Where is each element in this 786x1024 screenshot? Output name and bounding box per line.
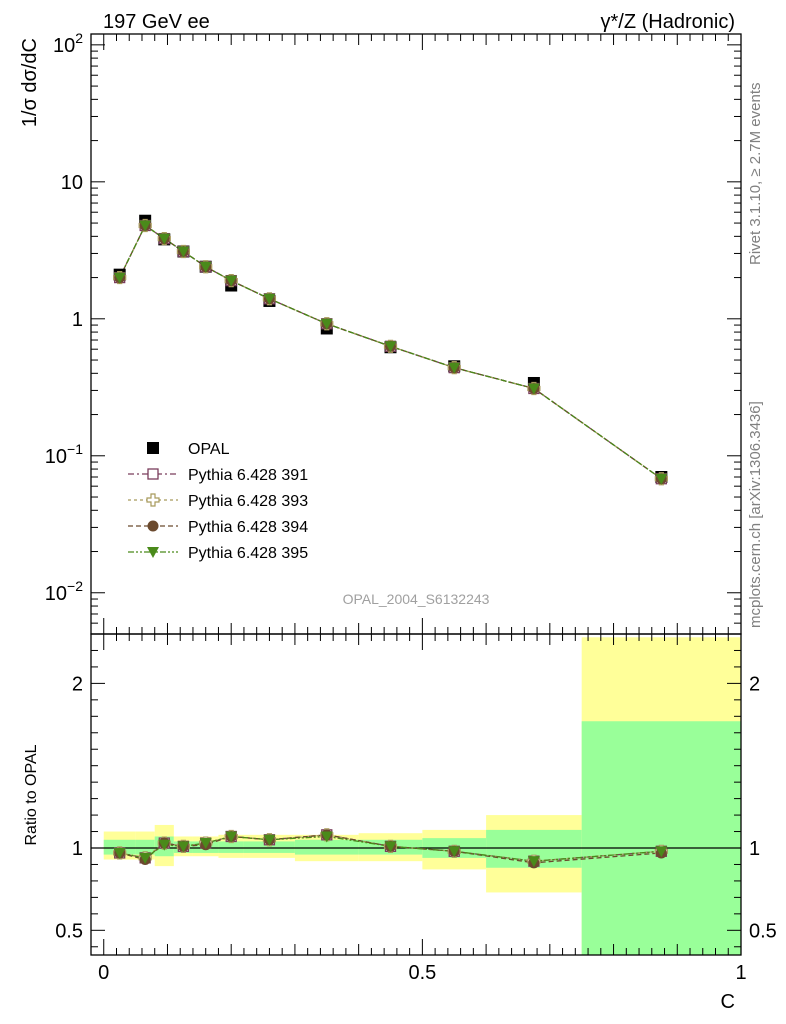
ratio-point-p395	[320, 831, 333, 843]
ratio-point-p395	[655, 846, 668, 858]
ratio-ylabel: Ratio to OPAL	[23, 744, 40, 845]
point-p395	[158, 233, 171, 245]
ratio-point-p395	[199, 838, 212, 850]
ratio-panel: 0 0.5 10.5 0.51 12 2	[55, 633, 777, 984]
ratio-y-tick-label: 1	[72, 838, 83, 860]
mcplots-label: mcplots.cern.ch [arXiv:1306.3436]	[747, 401, 764, 628]
main-panel: 10−2 10−1 1 10 102	[45, 30, 742, 635]
ratio-band-inner	[243, 841, 295, 853]
y-tick-label: 10	[61, 172, 83, 194]
ratio-point-p395	[177, 841, 190, 853]
point-p395	[263, 293, 276, 305]
legend: OPAL Pythia 6.428 391 Pythia 6.428 393 Pyth…	[128, 441, 308, 562]
ratio-point-p395	[225, 831, 238, 843]
point-p395	[199, 261, 212, 273]
ratio-point-p395	[448, 846, 461, 858]
rivet-version-label: Rivet 3.1.10, ≥ 2.7M events	[747, 83, 764, 266]
point-p395	[448, 362, 461, 374]
legend-marker-data	[147, 442, 159, 454]
ratio-band-inner	[294, 839, 359, 855]
ratio-point-p395	[158, 839, 171, 851]
y-tick-label: 102	[53, 30, 83, 57]
ratio-y-tick-label: 2	[72, 673, 83, 695]
ratio-point-p395	[113, 847, 126, 859]
main-ylabel: 1/σ dσ/dC	[19, 38, 41, 127]
main-frame	[90, 33, 742, 635]
ratio-y-tick-label-right: 2	[749, 673, 760, 695]
point-p395	[225, 275, 238, 287]
x-tick-label: 1	[735, 962, 746, 984]
ratio-frame	[90, 633, 742, 956]
ratio-band-inner	[581, 721, 741, 955]
legend-marker-p391	[147, 468, 159, 480]
ratio-point-p395	[263, 834, 276, 846]
y-tick-label: 1	[72, 309, 83, 331]
legend-marker-p393	[146, 493, 160, 507]
ratio-point-p395	[527, 856, 540, 868]
legend-marker-p395	[147, 547, 159, 558]
ratio-y-tick-label-right: 0.5	[749, 920, 777, 942]
ratio-band-inner	[218, 841, 244, 853]
header-left-label: 197 GeV ee	[103, 11, 210, 33]
legend-marker-p394	[147, 520, 159, 532]
legend-label: Pythia 6.428 393	[188, 493, 308, 510]
analysis-id-label: OPAL_2004_S6132243	[343, 591, 490, 607]
ratio-point-p395	[139, 852, 152, 864]
legend-label: Pythia 6.428 391	[188, 467, 308, 484]
point-p395	[320, 318, 333, 330]
point-p395	[113, 272, 126, 284]
point-p395	[177, 246, 190, 258]
legend-label: OPAL	[188, 441, 230, 458]
x-tick-label: 0.5	[408, 962, 436, 984]
point-p395	[527, 383, 540, 395]
point-p395	[139, 220, 152, 232]
x-tick-label: 0	[98, 962, 109, 984]
point-p395	[384, 341, 397, 353]
ratio-point-p395	[384, 841, 397, 853]
point-p395	[655, 473, 668, 485]
legend-label: Pythia 6.428 395	[188, 545, 308, 562]
ratio-y-tick-label: 0.5	[55, 920, 83, 942]
y-tick-label: 10−2	[45, 578, 83, 605]
ratio-y-tick-label-right: 1	[749, 838, 760, 860]
header-right-label: γ*/Z (Hadronic)	[601, 11, 735, 33]
ratio-band-inner	[135, 839, 155, 855]
legend-label: Pythia 6.428 394	[188, 519, 308, 536]
ratio-xlabel: C	[721, 991, 735, 1013]
y-tick-label: 10−1	[45, 441, 83, 468]
